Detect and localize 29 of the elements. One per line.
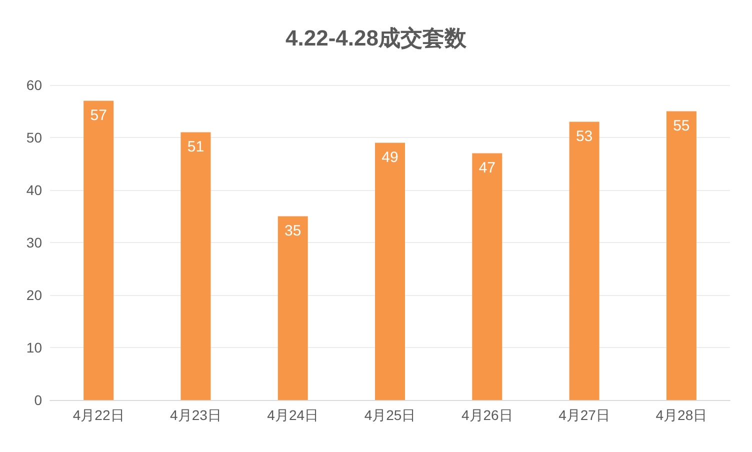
y-tick-label: 60 (26, 77, 42, 93)
y-tick-label: 40 (26, 182, 42, 198)
bar (375, 142, 405, 400)
y-tick-label: 30 (26, 234, 42, 250)
bar (278, 216, 308, 400)
bar (569, 122, 600, 400)
y-tick-label: 0 (34, 392, 42, 408)
data-label: 53 (576, 128, 593, 145)
y-tick-label: 50 (26, 130, 42, 146)
x-tick-label: 4月28日 (656, 407, 708, 423)
bar (180, 132, 211, 400)
data-label: 49 (382, 148, 398, 166)
bar (666, 111, 696, 400)
x-tick-label: 4月24日 (267, 407, 319, 423)
chart-title: 4.22-4.28成交套数 (286, 26, 468, 50)
data-label: 57 (90, 106, 107, 124)
x-tick-label: 4月23日 (170, 407, 222, 423)
data-label: 35 (284, 222, 302, 240)
bar (84, 100, 114, 400)
data-label: 51 (187, 138, 204, 156)
x-tick-label: 4月27日 (558, 407, 610, 423)
y-tick-label: 20 (26, 287, 42, 303)
x-tick-label: 4月25日 (364, 407, 416, 423)
bar (472, 153, 502, 400)
y-tick-label: 10 (26, 340, 42, 356)
x-tick-label: 4月22日 (72, 407, 124, 423)
data-label: 47 (478, 159, 496, 176)
data-label: 55 (673, 117, 690, 134)
x-tick-label: 4月26日 (461, 407, 513, 423)
